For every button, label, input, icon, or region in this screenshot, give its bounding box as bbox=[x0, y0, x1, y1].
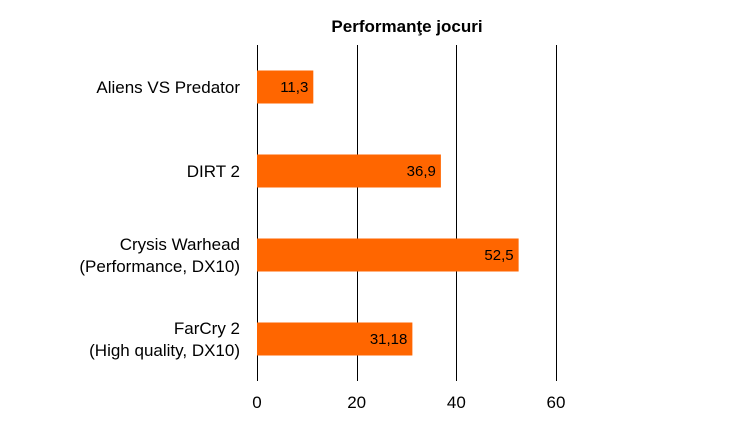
category-label-line: FarCry 2 bbox=[174, 319, 240, 338]
category-label: DIRT 2 bbox=[187, 162, 240, 181]
category-label: Aliens VS Predator bbox=[96, 78, 240, 97]
bar bbox=[257, 70, 314, 104]
category-label-line: Crysis Warhead bbox=[120, 235, 240, 254]
x-tick-label: 60 bbox=[547, 393, 566, 412]
bar bbox=[257, 322, 413, 356]
category-label-line: (High quality, DX10) bbox=[89, 341, 240, 360]
x-tick-label: 20 bbox=[347, 393, 366, 412]
bar bbox=[257, 154, 441, 188]
x-tick-label: 40 bbox=[447, 393, 466, 412]
category-label-line: DIRT 2 bbox=[187, 162, 240, 181]
x-tick-label: 0 bbox=[252, 393, 261, 412]
category-label-line: (Performance, DX10) bbox=[79, 257, 240, 276]
data-label: 36,9 bbox=[407, 163, 436, 180]
x-axis-ticks: 0 20 40 60 bbox=[252, 393, 565, 412]
data-label: 52,5 bbox=[484, 247, 513, 264]
category-label-line: Aliens VS Predator bbox=[96, 78, 240, 97]
bars: 11,3 36,9 52,5 31,18 bbox=[257, 70, 519, 356]
data-label: 11,3 bbox=[280, 79, 308, 96]
bar bbox=[257, 238, 519, 272]
category-label: Crysis Warhead (Performance, DX10) bbox=[79, 235, 240, 276]
category-label: FarCry 2 (High quality, DX10) bbox=[89, 319, 240, 360]
data-label: 31,18 bbox=[370, 331, 408, 348]
chart-title: Performanţe jocuri bbox=[331, 17, 482, 36]
category-labels: Aliens VS Predator DIRT 2 Crysis Warhead (P… bbox=[79, 78, 240, 360]
